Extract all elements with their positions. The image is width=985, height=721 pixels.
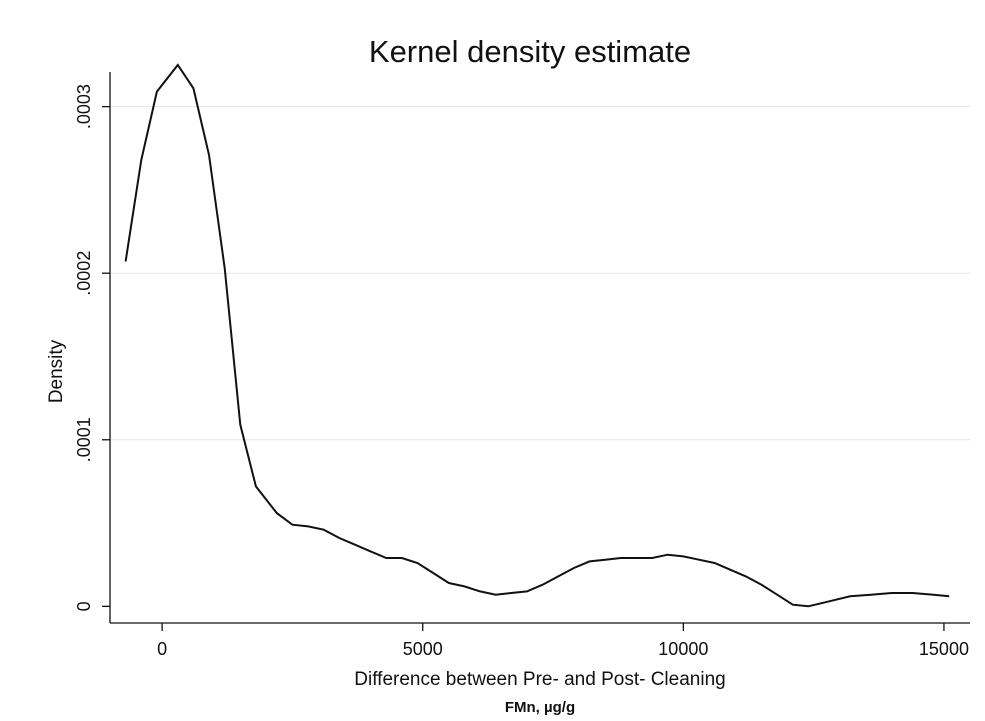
chart-title: Kernel density estimate: [369, 34, 691, 69]
y-axis-title: Density: [46, 339, 67, 403]
ticks: 0 .0001 .0002 .0003 0 5000 10000 15000: [74, 84, 969, 659]
grid: [110, 106, 970, 441]
x-tick-label: 10000: [658, 639, 708, 659]
x-tick-label: 15000: [919, 639, 969, 659]
x-axis-title: Difference between Pre- and Post- Cleani…: [354, 669, 725, 690]
x-tick-label: 5000: [403, 639, 443, 659]
x-tick-label: 0: [157, 639, 167, 659]
y-tick-label: .0001: [74, 417, 94, 462]
y-tick-label: .0003: [74, 84, 94, 129]
x-axis-subcaption: FMn, µg/g: [505, 699, 575, 716]
density-line: [124, 63, 950, 608]
axes: [109, 72, 970, 624]
series: [124, 63, 950, 608]
y-tick-label: .0002: [74, 251, 94, 296]
y-tick-label: 0: [74, 601, 94, 611]
